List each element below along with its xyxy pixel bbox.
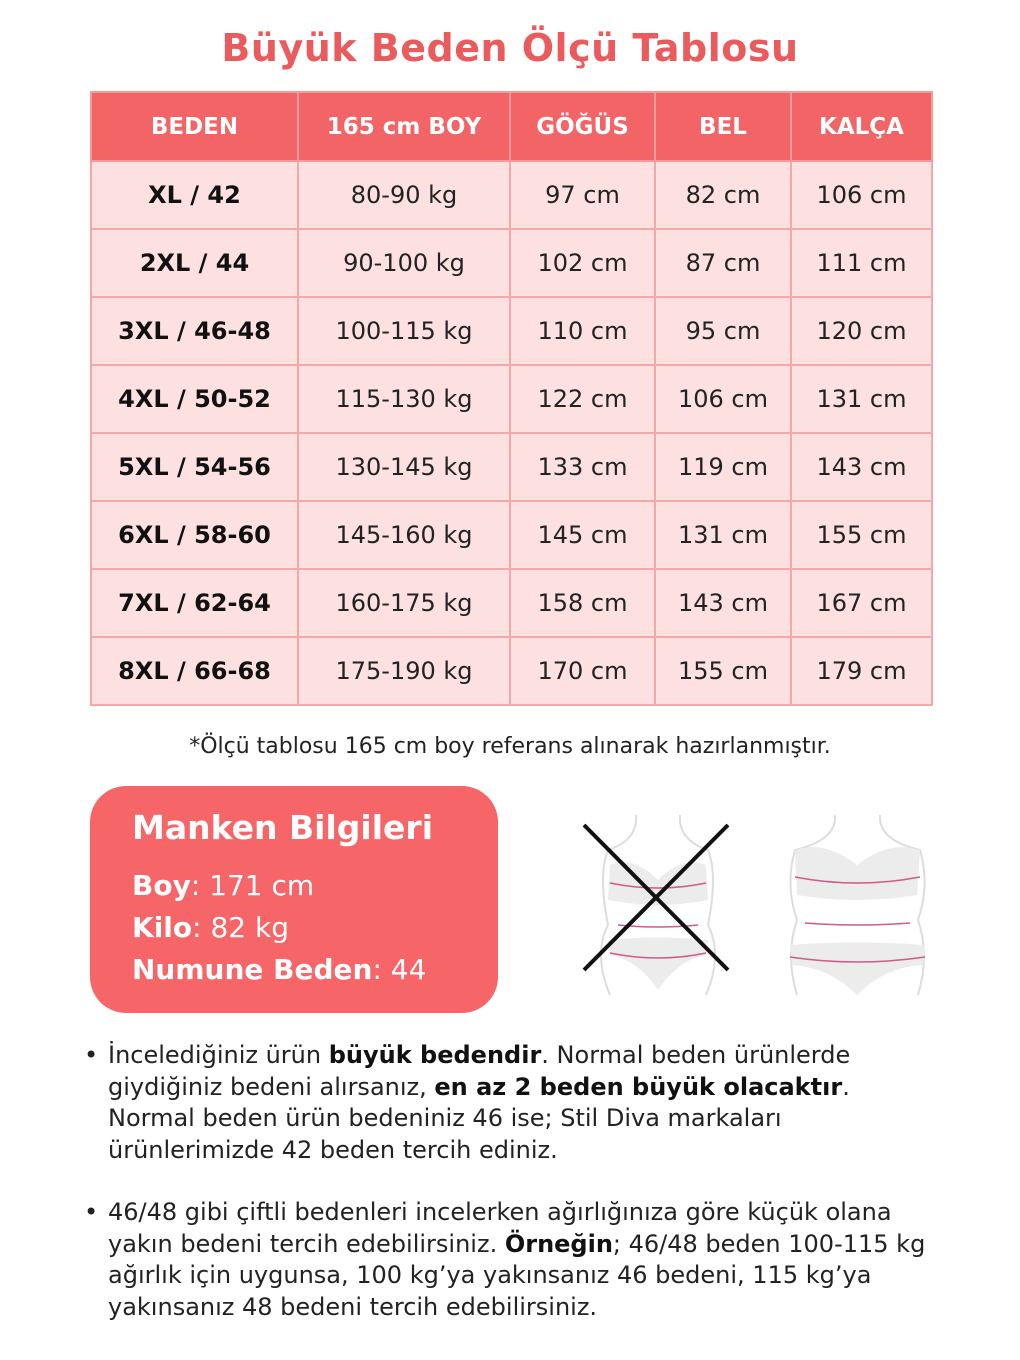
- bullet-dot-icon: •: [84, 1198, 99, 1226]
- table-cell: 115-130 kg: [297, 364, 511, 434]
- table-cell: 160-175 kg: [297, 568, 511, 638]
- table-row: 6XL / 58-60 145-160 kg 145 cm 131 cm 155 cm: [90, 500, 933, 570]
- column-header: GÖĞÜS: [509, 91, 656, 162]
- table-cell: 97 cm: [509, 160, 656, 230]
- table-cell: 143 cm: [654, 568, 792, 638]
- model-info-value: : 82 kg: [192, 911, 289, 944]
- model-info-label: Numune Beden: [132, 953, 373, 986]
- table-row: 8XL / 66-68 175-190 kg 170 cm 155 cm 179 cm: [90, 636, 933, 706]
- table-row: 7XL / 62-64 160-175 kg 158 cm 143 cm 167 cm: [90, 568, 933, 638]
- bullet-segment: 46/48 gibi çiftli bedenleri incelerken a…: [108, 1198, 892, 1258]
- bullet-segment: en az 2 beden büyük olacaktır: [434, 1072, 843, 1101]
- bullet-segment: . Normal beden ürünlerde giydiğiniz bede…: [108, 1041, 851, 1101]
- table-cell: 95 cm: [654, 296, 792, 366]
- table-row: 4XL / 50-52 115-130 kg 122 cm 106 cm 131 cm: [90, 364, 933, 434]
- column-header: 165 cm BOY: [297, 91, 511, 162]
- model-info-box: Manken Bilgileri Boy: 171 cm Kilo: 82 kg N…: [90, 786, 498, 1013]
- table-cell: 167 cm: [790, 568, 933, 638]
- bullet-segment: ; 46/48 beden 100-115 kg ağırlık için uy…: [108, 1229, 926, 1321]
- table-cell: 131 cm: [654, 500, 792, 570]
- column-header: KALÇA: [790, 91, 933, 162]
- bullet-segment: Örneğin: [504, 1229, 613, 1258]
- size-cell: 3XL / 46-48: [90, 296, 299, 366]
- table-cell: 131 cm: [790, 364, 933, 434]
- table-cell: 119 cm: [654, 432, 792, 502]
- bullet-item: • 46/48 gibi çiftli bedenleri incelerken …: [84, 1197, 944, 1323]
- size-cell: XL / 42: [90, 160, 299, 230]
- model-info-label: Kilo: [132, 911, 193, 944]
- bullet-segment: . Normal beden ürün bedeniniz 46 ise; St…: [108, 1072, 850, 1164]
- table-cell: 87 cm: [654, 228, 792, 298]
- model-info-value: : 44: [372, 953, 427, 986]
- bullet-item: • İncelediğiniz ürün büyük bedendir. Norm…: [84, 1040, 944, 1166]
- table-note: *Ölçü tablosu 165 cm boy referans alınar…: [189, 734, 831, 759]
- table-cell: 90-100 kg: [297, 228, 511, 298]
- table-cell: 80-90 kg: [297, 160, 511, 230]
- model-info-row: Kilo: 82 kg: [132, 907, 498, 949]
- bullet-segment: büyük bedendir: [328, 1041, 542, 1069]
- table-cell: 106 cm: [654, 364, 792, 434]
- table-cell: 145 cm: [509, 500, 656, 570]
- size-cell: 6XL / 58-60: [90, 500, 299, 570]
- table-cell: 106 cm: [790, 160, 933, 230]
- model-info-value: : 171 cm: [190, 869, 315, 902]
- table-row: 3XL / 46-48 100-115 kg 110 cm 95 cm 120 cm: [90, 296, 933, 366]
- bullet-segment: İncelediğiniz ürün: [108, 1041, 329, 1069]
- model-info-row: Numune Beden: 44: [132, 949, 498, 991]
- table-row: 2XL / 44 90-100 kg 102 cm 87 cm 111 cm: [90, 228, 933, 298]
- table-header-row: BEDEN 165 cm BOY GÖĞÜS BEL KALÇA: [90, 91, 933, 162]
- size-cell: 5XL / 54-56: [90, 432, 299, 502]
- table-cell: 133 cm: [509, 432, 656, 502]
- table-cell: 155 cm: [654, 636, 792, 706]
- table-cell: 120 cm: [790, 296, 933, 366]
- bullet-text: 46/48 gibi çiftli bedenleri incelerken a…: [108, 1197, 944, 1323]
- column-header: BEL: [654, 91, 792, 162]
- info-bullets: • İncelediğiniz ürün büyük bedendir. Norm…: [84, 1040, 944, 1354]
- table-cell: 111 cm: [790, 228, 933, 298]
- size-table: BEDEN 165 cm BOY GÖĞÜS BEL KALÇA XL / 42 80-9…: [90, 91, 933, 706]
- table-cell: 143 cm: [790, 432, 933, 502]
- bullet-dot-icon: •: [84, 1041, 99, 1069]
- model-info-row: Boy: 171 cm: [132, 865, 498, 907]
- table-cell: 179 cm: [790, 636, 933, 706]
- model-info-title: Manken Bilgileri: [132, 808, 434, 847]
- table-row: 5XL / 54-56 130-145 kg 133 cm 119 cm 143 cm: [90, 432, 933, 502]
- table-cell: 102 cm: [509, 228, 656, 298]
- body-measure-correct-icon: [789, 814, 926, 996]
- body-measure-wrong-icon: [582, 814, 730, 996]
- table-cell: 130-145 kg: [297, 432, 511, 502]
- model-info-label: Boy: [132, 869, 191, 902]
- table-cell: 82 cm: [654, 160, 792, 230]
- bullet-text: İncelediğiniz ürün büyük bedendir. Norma…: [108, 1040, 944, 1166]
- size-cell: 8XL / 66-68: [90, 636, 299, 706]
- table-cell: 170 cm: [509, 636, 656, 706]
- table-cell: 110 cm: [509, 296, 656, 366]
- size-cell: 2XL / 44: [90, 228, 299, 298]
- table-cell: 155 cm: [790, 500, 933, 570]
- size-cell: 7XL / 62-64: [90, 568, 299, 638]
- table-cell: 145-160 kg: [297, 500, 511, 570]
- table-cell: 158 cm: [509, 568, 656, 638]
- column-header: BEDEN: [90, 91, 299, 162]
- table-row: XL / 42 80-90 kg 97 cm 82 cm 106 cm: [90, 160, 933, 230]
- table-cell: 175-190 kg: [297, 636, 511, 706]
- table-cell: 122 cm: [509, 364, 656, 434]
- size-cell: 4XL / 50-52: [90, 364, 299, 434]
- page-title: Büyük Beden Ölçü Tablosu: [221, 26, 799, 70]
- table-cell: 100-115 kg: [297, 296, 511, 366]
